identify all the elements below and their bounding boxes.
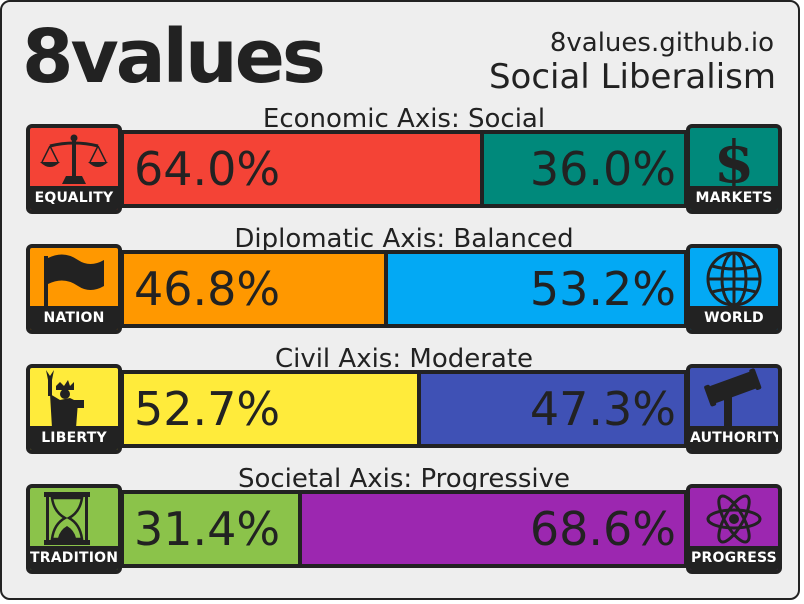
equality-label: EQUALITY: [30, 186, 118, 210]
world-label: WORLD: [690, 306, 778, 330]
equality-segment: 64.0%: [124, 134, 483, 204]
societal-bar: 31.4% 68.6%: [120, 490, 688, 568]
authority-label: AUTHORITY: [690, 426, 778, 450]
liberty-percent: 52.7%: [134, 382, 281, 436]
equality-icon-box: EQUALITY: [26, 124, 122, 214]
authority-percent: 47.3%: [529, 382, 676, 436]
societal-axis-title: Societal Axis: Progressive: [237, 464, 571, 494]
economic-bar: 64.0% 36.0%: [120, 130, 688, 208]
markets-label: MARKETS: [690, 186, 778, 210]
liberty-icon-box: LIBERTY: [26, 364, 122, 454]
logo: 8values: [22, 14, 326, 100]
civil-axis-row: LIBERTY 52.7% 47.3% AUTHOR: [26, 364, 782, 454]
site-url: 8values.github.io: [549, 28, 774, 58]
world-icon-box: WORLD: [686, 244, 782, 334]
gavel-icon: [704, 368, 762, 426]
authority-icon-box: AUTHORITY: [686, 364, 782, 454]
globe-icon: [706, 251, 762, 307]
flag-icon: [44, 254, 104, 306]
world-percent: 53.2%: [529, 262, 676, 316]
markets-percent: 36.0%: [529, 142, 676, 196]
progress-percent: 68.6%: [529, 502, 676, 556]
diplomatic-bar: 46.8% 53.2%: [120, 250, 688, 328]
civil-bar: 52.7% 47.3%: [120, 370, 688, 448]
atom-icon: [706, 494, 762, 544]
svg-text:$: $: [714, 128, 754, 188]
liberty-label: LIBERTY: [30, 426, 118, 450]
markets-segment: 36.0%: [482, 134, 684, 204]
economic-axis-row: EQUALITY 64.0% 36.0% $ MARKETS: [26, 124, 782, 214]
liberty-segment: 52.7%: [124, 374, 420, 444]
tradition-icon-box: TRADITION: [26, 484, 122, 574]
tradition-segment: 31.4%: [124, 494, 300, 564]
equality-percent: 64.0%: [134, 142, 281, 196]
civil-axis-title: Civil Axis: Moderate: [274, 344, 534, 374]
scales-icon: [40, 134, 108, 184]
diplomatic-axis-row: NATION 46.8% 53.2% WORLD: [26, 244, 782, 334]
world-segment: 53.2%: [386, 254, 684, 324]
tradition-label: TRADITION: [30, 546, 118, 570]
nation-percent: 46.8%: [134, 262, 281, 316]
diplomatic-axis-title: Diplomatic Axis: Balanced: [234, 224, 574, 254]
societal-axis-row: TRADITION 31.4% 68.6% PROGRESS: [26, 484, 782, 574]
markets-icon-box: $ MARKETS: [686, 124, 782, 214]
ideology-result: Social Liberalism: [488, 57, 776, 97]
tradition-percent: 31.4%: [134, 502, 281, 556]
nation-segment: 46.8%: [124, 254, 387, 324]
progress-segment: 68.6%: [299, 494, 684, 564]
authority-segment: 47.3%: [419, 374, 684, 444]
dollar-icon: $: [714, 128, 754, 188]
economic-axis-title: Economic Axis: Social: [262, 104, 546, 134]
statue-of-liberty-icon: [46, 370, 84, 428]
progress-icon-box: PROGRESS: [686, 484, 782, 574]
progress-label: PROGRESS: [690, 546, 778, 570]
nation-icon-box: NATION: [26, 244, 122, 334]
hourglass-icon: [44, 492, 90, 545]
nation-label: NATION: [30, 306, 118, 330]
